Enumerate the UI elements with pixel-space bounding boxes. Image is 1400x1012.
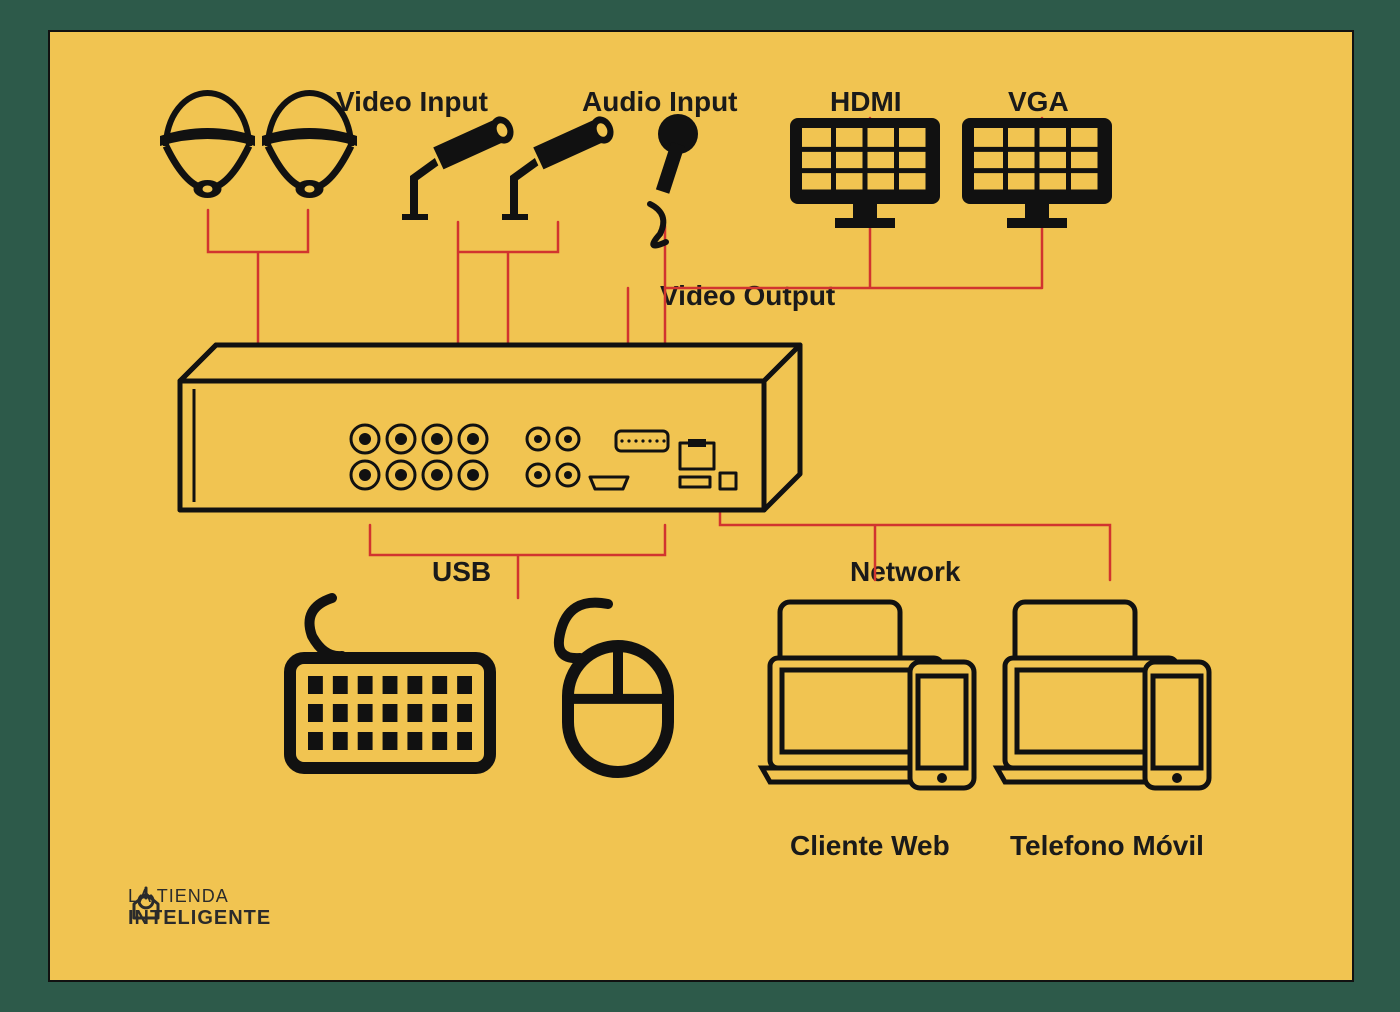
brand-logo: LA TIENDA INTELIGENTE — [128, 886, 271, 930]
diagram-svg — [0, 0, 1400, 1012]
page-background: Video Input Audio Input HDMI VGA Video O… — [0, 0, 1400, 1012]
house-power-icon — [128, 886, 164, 922]
